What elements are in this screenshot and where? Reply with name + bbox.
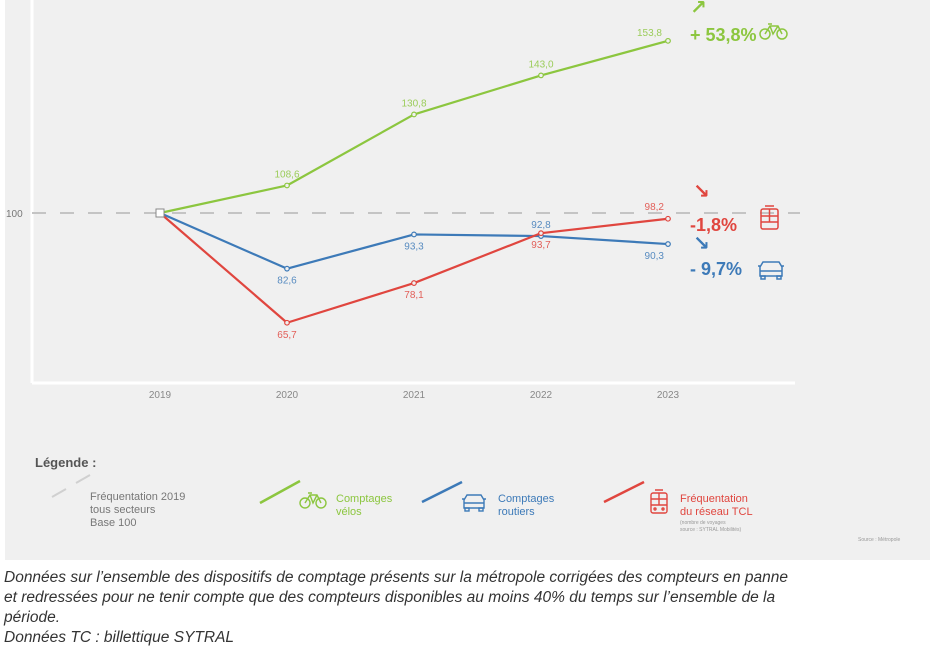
line-chart: 100 2019 2020 2021 2022 2023 108,6 130,8 143,0… (6, 0, 800, 514)
data-point-comptages-velos (284, 182, 290, 189)
legend-item-routiers: Comptages routiers (498, 493, 555, 518)
data-label-comptages-velos: 153,8 (637, 28, 662, 39)
data-point-comptages-velos (411, 111, 417, 118)
bicycle-icon (759, 23, 788, 40)
bus-icon (650, 489, 668, 514)
legend-item-tcl: Fréquentation du réseau TCL (680, 493, 753, 518)
y-tick-label: 100 (6, 209, 23, 220)
chart-caption: Données sur l’ensemble des dispositifs d… (4, 569, 789, 646)
data-label-comptages-velos: 130,8 (401, 98, 426, 109)
legend-route-line-sample (421, 480, 463, 504)
x-tick-label: 2019 (149, 390, 172, 401)
data-point-comptages-routiers (411, 231, 417, 238)
x-tick-label: 2023 (657, 390, 680, 401)
data-label-frequentation-du-reseau-tcl: 93,7 (531, 240, 551, 251)
data-label-frequentation-du-reseau-tcl: 98,2 (645, 202, 665, 213)
data-point-frequentation-du-reseau-tcl (665, 215, 671, 222)
data-label-frequentation-du-reseau-tcl: 78,1 (404, 290, 424, 301)
series-line-comptages-velos (159, 39, 669, 215)
data-point-frequentation-du-reseau-tcl (411, 280, 417, 286)
data-label-comptages-routiers: 90,3 (645, 251, 665, 262)
series-line-frequentation-du-reseau-tcl (159, 212, 669, 324)
data-point-frequentation-du-reseau-tcl (538, 230, 544, 237)
data-label-comptages-routiers: 82,6 (277, 276, 297, 287)
legend-item-velos: Comptages vélos (336, 493, 393, 518)
data-label-comptages-routiers: 93,3 (404, 241, 424, 252)
car-icon (758, 261, 784, 280)
chart-panel (5, 0, 930, 560)
legend-velo-line-sample (259, 479, 301, 505)
origin-point (155, 208, 165, 218)
legend-tcl-line-sample (603, 480, 645, 504)
legend-base-line-sample (51, 488, 67, 498)
legend-base-line-sample (75, 474, 91, 484)
data-point-frequentation-du-reseau-tcl (284, 319, 290, 326)
data-point-comptages-velos (538, 72, 544, 79)
data-point-comptages-routiers (665, 241, 671, 247)
change-percent-comptages-velos: + 53,8% (690, 25, 757, 45)
data-label-frequentation-du-reseau-tcl: 65,7 (277, 330, 297, 341)
legend-item-base-100: Fréquentation 2019 tous secteurs Base 10… (90, 491, 186, 529)
data-label-comptages-velos: 108,6 (274, 169, 299, 180)
trend-arrow-icon: ↗ (690, 0, 707, 19)
trend-arrow-icon: ↘ (693, 231, 710, 255)
x-tick-label: 2021 (403, 390, 426, 401)
x-tick-label: 2022 (530, 390, 553, 401)
car-icon (462, 494, 486, 512)
bicycle-icon (299, 492, 327, 509)
data-label-comptages-velos: 143,0 (528, 59, 553, 70)
data-label-comptages-routiers: 92,8 (531, 220, 551, 231)
trend-arrow-icon: ↘ (693, 179, 710, 203)
source-note: Source : Métropole (858, 537, 901, 543)
change-percent-frequentation-du-reseau-tcl: -1,8% (690, 215, 737, 235)
x-tick-label: 2020 (276, 390, 299, 401)
legend-tcl-note: (nombre de voyages source : SYTRAL Mobil… (680, 520, 742, 533)
data-point-comptages-routiers (284, 265, 290, 272)
data-point-comptages-velos (665, 37, 671, 44)
change-percent-comptages-routiers: - 9,7% (690, 259, 742, 279)
legend-title: Légende : (35, 455, 97, 470)
bus-icon (760, 205, 779, 230)
